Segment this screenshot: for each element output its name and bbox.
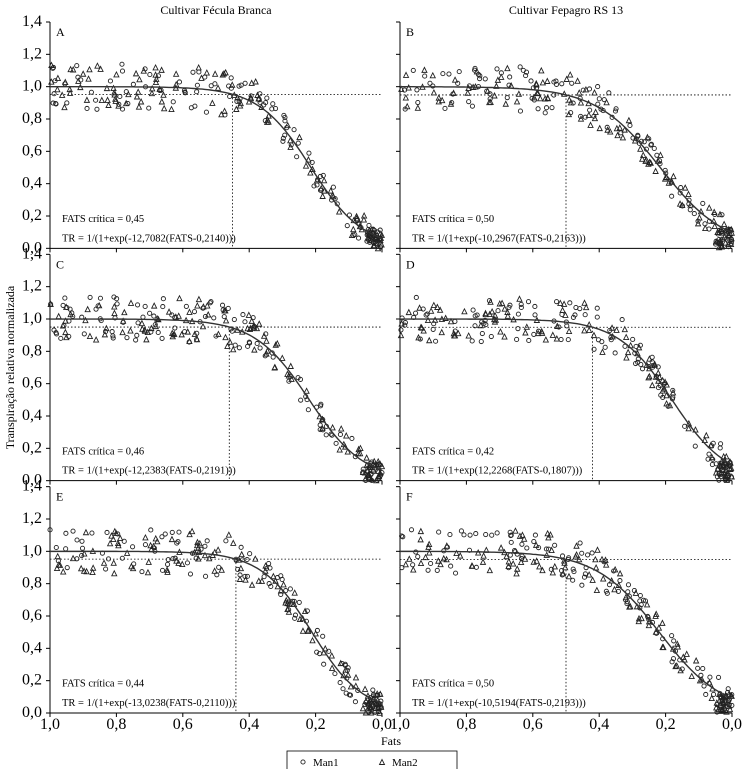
panel-E: 0,0 0,2 0,4 0,6 0,8 1,0 1,2 1,4 0,0 0,2 0,4 0,6 0,8 1… (22, 478, 392, 733)
formula-label: TR = 1/(1+exp(-12,2383(FATS-0,2191))) (62, 466, 236, 477)
column-title-left: Cultivar Fécula Branca (160, 3, 272, 17)
x-tick-label: 0,0 (372, 716, 392, 733)
fitted-curve (400, 319, 732, 465)
fats-critica-label: FATS crítica = 0,42 (412, 446, 494, 457)
legend-label-man1: Man1 (313, 757, 339, 769)
panel-letter: F (406, 490, 413, 504)
fats-critica-label: FATS crítica = 0,46 (62, 446, 144, 457)
y-tick-label: 1,0 (22, 78, 42, 95)
x-tick-label: 1,0 (40, 716, 60, 733)
panel-B: B FATS crítica = 0,50 TR = 1/(1+exp(-10,29… (396, 22, 734, 252)
y-tick-label: 1,4 (22, 13, 42, 30)
y-tick-label: 0,8 (22, 575, 42, 592)
y-tick-label: 1,4 (22, 245, 42, 262)
y-tick-label: 0,2 (22, 672, 42, 689)
y-tick-label: 1,2 (22, 278, 42, 295)
formula-label: TR = 1/(1+exp(-12,7082(FATS-0,2140))) (62, 233, 236, 244)
x-tick-label: 1,0 (390, 716, 410, 733)
x-tick-label: 0,0 (722, 716, 742, 733)
panel-letter: B (406, 25, 414, 39)
x-tick-label: 0,4 (589, 716, 609, 733)
fats-critica-label: FATS crítica = 0,45 (62, 214, 144, 225)
y-tick-label: 0,2 (22, 439, 42, 456)
y-tick-label: 0,6 (22, 142, 42, 159)
legend: Man1 Man2 (287, 751, 457, 769)
y-tick-label: 1,4 (22, 478, 42, 495)
x-tick-label: 0,4 (239, 716, 259, 733)
y-tick-label: 1,0 (22, 542, 42, 559)
fats-critica-label: FATS crítica = 0,50 (412, 679, 494, 690)
x-tick-label: 0,2 (656, 716, 676, 733)
panel-letter: D (406, 257, 415, 271)
x-tick-label: 0,6 (173, 716, 193, 733)
formula-label: TR = 1/(1+exp(12,2268(FATS-0,1807))) (412, 466, 583, 477)
y-tick-label: 1,2 (22, 45, 42, 62)
y-tick-label: 0,8 (22, 342, 42, 359)
y-axis-title: Transpiração relativa normalizada (3, 285, 17, 449)
x-axis-title: Fats (381, 734, 401, 748)
x-tick-label: 0,6 (523, 716, 543, 733)
y-tick-label: 0,4 (22, 639, 42, 656)
y-tick-label: 0,2 (22, 207, 42, 224)
panel-F: 0,0 0,2 0,4 0,6 0,8 1,0 F FATS crítica = 0,50 TR… (390, 487, 742, 733)
y-tick-label: 1,2 (22, 510, 42, 527)
fats-critica-label: FATS crítica = 0,44 (62, 679, 145, 690)
fats-critica-label: FATS crítica = 0,50 (412, 214, 494, 225)
y-tick-label: 0,6 (22, 607, 42, 624)
y-tick-label: 0,8 (22, 110, 42, 127)
panel-letter: A (56, 25, 65, 39)
panel-letter: E (56, 490, 63, 504)
svg-canvas: Cultivar Fécula Branca Cultivar Fepagro R… (0, 0, 744, 769)
y-tick-label: 0,4 (22, 175, 42, 192)
column-title-right: Cultivar Fepagro RS 13 (509, 3, 623, 17)
panel-A: 0,00,20,40,60,81,01,21,4AFATS crítica = … (22, 13, 384, 256)
formula-label: TR = 1/(1+exp(-13,0238(FATS-0,2110))) (62, 698, 236, 709)
panel-C: 0,00,20,40,60,81,01,21,4CFATS crítica = … (22, 245, 384, 488)
y-tick-label: 1,0 (22, 310, 42, 327)
panel-letter: C (56, 257, 64, 271)
figure-root: Cultivar Fécula Branca Cultivar Fepagro R… (0, 0, 744, 769)
formula-label: TR = 1/(1+exp(-10,2967(FATS-0,2163))) (412, 233, 586, 244)
x-tick-label: 0,8 (106, 716, 126, 733)
x-tick-label: 0,8 (456, 716, 476, 733)
y-tick-label: 0,4 (22, 407, 42, 424)
legend-label-man2: Man2 (392, 757, 418, 769)
y-tick-label: 0,6 (22, 375, 42, 392)
x-tick-label: 0,2 (306, 716, 326, 733)
y-tick-label: 0,0 (22, 704, 42, 721)
panel-D: D FATS crítica = 0,42 TR = 1/(1+exp(12,226… (396, 254, 734, 484)
formula-label: TR = 1/(1+exp(-10,5194(FATS-0,2193))) (412, 698, 586, 709)
